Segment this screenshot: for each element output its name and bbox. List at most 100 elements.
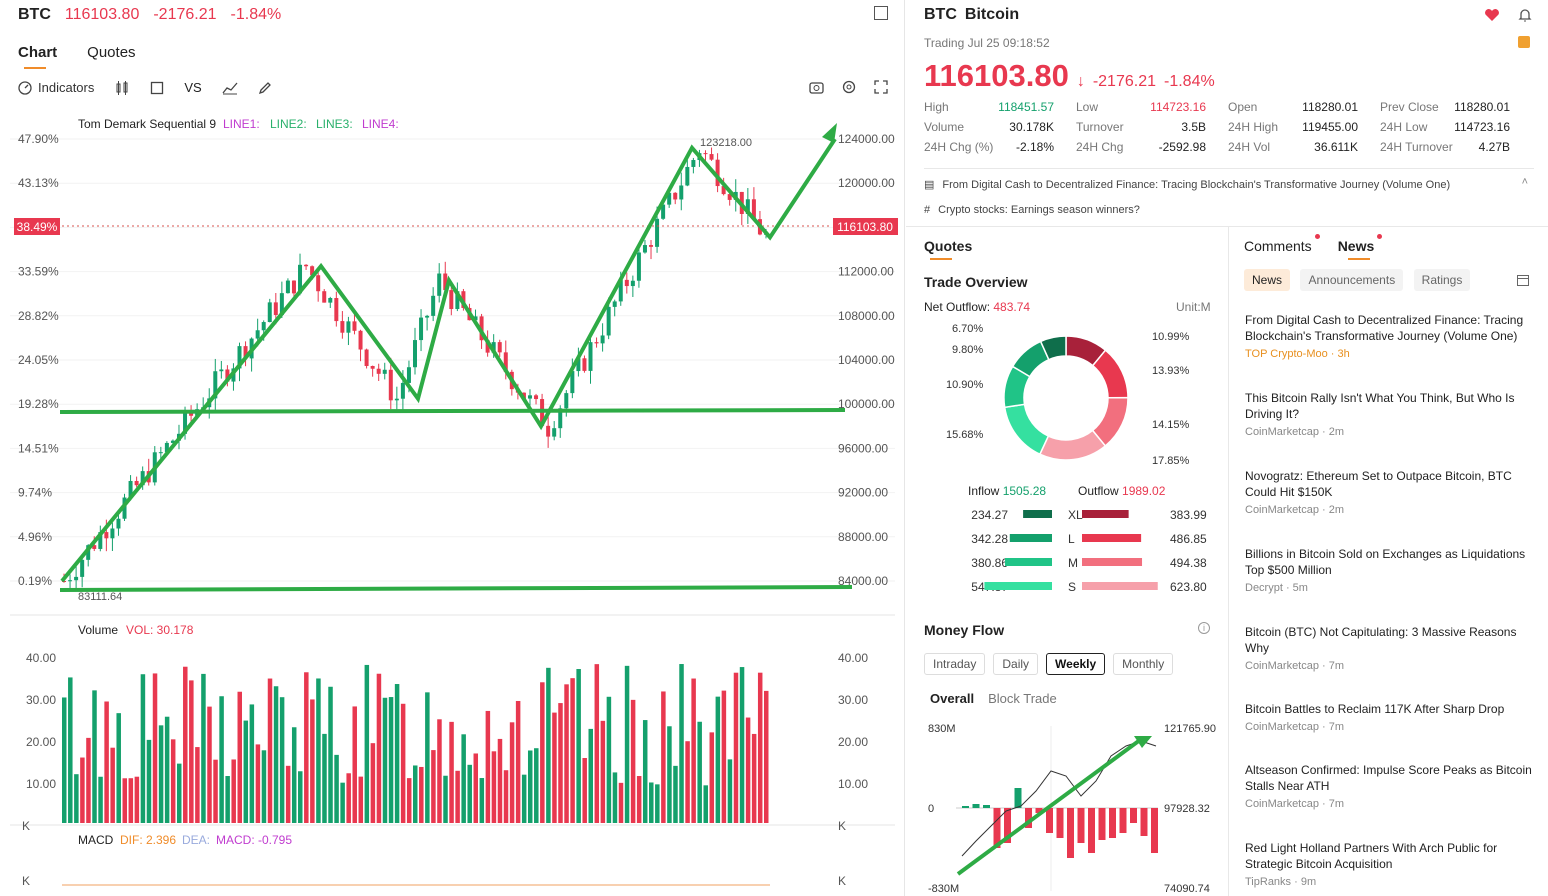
candle-body <box>661 204 666 219</box>
tab-comments[interactable]: Comments <box>1244 234 1320 254</box>
candle-body <box>449 290 454 310</box>
quotes-tab[interactable]: Quotes <box>924 238 973 254</box>
candle-body <box>298 264 303 294</box>
news-title[interactable]: Altseason Confirmed: Impulse Score Peaks… <box>1245 763 1532 793</box>
notice-1-text: From Digital Cash to Decentralized Finan… <box>942 178 1451 191</box>
line4-label: LINE4: <box>362 117 399 131</box>
trend-arrow-head <box>822 123 837 143</box>
candle-body <box>485 340 490 353</box>
stat-key: 24H Chg <box>1076 140 1124 154</box>
news-item[interactable]: This Bitcoin Rally Isn't What You Think,… <box>1245 390 1535 440</box>
indicator-title: Tom Demark Sequential 9 <box>78 117 216 131</box>
indicators-button[interactable]: Indicators <box>18 80 94 95</box>
volume-bar <box>667 726 672 823</box>
donut-segment <box>1038 429 1107 461</box>
candle-body <box>431 295 436 316</box>
settings-icon[interactable] <box>842 80 856 94</box>
tab-overall[interactable]: Overall <box>930 691 975 706</box>
volume-bar <box>600 720 606 823</box>
compare-chart-icon[interactable] <box>222 81 238 95</box>
money-flow-bar <box>1098 808 1106 840</box>
left-axis-label: 47.90% <box>18 132 59 146</box>
volume-bar <box>273 686 279 823</box>
candlestick-icon[interactable] <box>114 80 130 95</box>
volume-bar <box>461 734 466 823</box>
volume-bar <box>322 733 327 823</box>
tab-quotes[interactable]: Quotes <box>87 44 136 61</box>
expand-panel-icon[interactable] <box>874 6 888 20</box>
macd-title: MACD <box>78 833 114 847</box>
money-flow-bar <box>993 808 1001 848</box>
outflow-bar <box>1082 510 1129 518</box>
candle-body <box>558 408 563 429</box>
news-item[interactable]: Billions in Bitcoin Sold on Exchanges as… <box>1245 546 1535 596</box>
right-axis-label: 124000.00 <box>838 132 895 146</box>
volume-bar <box>146 739 152 823</box>
volume-bar <box>558 703 563 823</box>
volume-bar <box>757 672 763 823</box>
news-title[interactable]: Billions in Bitcoin Sold on Exchanges as… <box>1245 547 1526 577</box>
news-title[interactable]: This Bitcoin Rally Isn't What You Think,… <box>1245 391 1515 421</box>
candle-body <box>328 298 333 303</box>
news-item[interactable]: Altseason Confirmed: Impulse Score Peaks… <box>1245 762 1535 812</box>
notice-2[interactable]: # Crypto stocks: Earnings season winners… <box>924 204 1140 216</box>
news-item[interactable]: Bitcoin Battles to Reclaim 117K After Sh… <box>1245 701 1535 735</box>
news-title[interactable]: From Digital Cash to Decentralized Finan… <box>1245 313 1524 343</box>
current-pct-tag <box>14 218 60 235</box>
stat-key: High <box>924 100 949 114</box>
stat-item: 24H Chg (%) -2.18% <box>924 140 1076 154</box>
chart-toolbar: Indicators VS <box>18 80 272 95</box>
chart-tabs: Chart Quotes <box>18 44 136 69</box>
tab-news[interactable]: News <box>1338 234 1383 254</box>
vs-button[interactable]: VS <box>184 80 202 95</box>
candle-body <box>685 166 690 186</box>
size-label: S <box>1068 580 1076 594</box>
subtab-announcements[interactable]: Announcements <box>1300 269 1404 291</box>
info-icon[interactable]: i <box>1198 622 1210 634</box>
camera-icon[interactable] <box>809 80 824 94</box>
rectangle-icon[interactable] <box>150 81 164 95</box>
calendar-icon[interactable] <box>1516 273 1530 287</box>
tab-chart[interactable]: Chart <box>18 44 58 69</box>
draw-pen-icon[interactable] <box>258 81 272 95</box>
candle-body <box>534 395 539 400</box>
candle-body <box>304 264 309 267</box>
subtab-news[interactable]: News <box>1244 269 1291 291</box>
volume-bar <box>552 712 557 823</box>
heart-icon[interactable] <box>1484 8 1500 22</box>
period-monthly[interactable]: Monthly <box>1113 653 1174 675</box>
notice-1[interactable]: ▤ From Digital Cash to Decentralized Fin… <box>924 178 1451 192</box>
stat-value: -2592.98 <box>1158 140 1206 154</box>
stat-item: Prev Close 118280.01 <box>1380 100 1532 114</box>
outflow-row-value: 494.38 <box>1170 556 1207 570</box>
trade-overview-title: Trade Overview <box>924 274 1028 290</box>
fullscreen-icon[interactable] <box>874 80 888 94</box>
volume-bar <box>449 721 454 823</box>
period-intraday[interactable]: Intraday <box>924 653 986 675</box>
money-flow-bar <box>972 804 980 808</box>
news-title[interactable]: Red Light Holland Partners With Arch Pub… <box>1245 841 1498 871</box>
candle-body <box>104 532 109 539</box>
volume-bar <box>624 665 630 823</box>
subtab-ratings[interactable]: Ratings <box>1413 269 1471 291</box>
tab-block-trade[interactable]: Block Trade <box>988 691 1057 706</box>
news-item[interactable]: Novogratz: Ethereum Set to Outpace Bitco… <box>1245 468 1535 518</box>
left-axis-label: 19.28% <box>18 397 59 411</box>
news-item[interactable]: Red Light Holland Partners With Arch Pub… <box>1245 840 1535 890</box>
collapse-icon[interactable]: ˄ <box>1521 176 1528 188</box>
news-item[interactable]: Bitcoin (BTC) Not Capitulating: 3 Massiv… <box>1245 624 1535 674</box>
candle-body <box>98 532 103 549</box>
macd-dea: DEA: <box>182 833 210 847</box>
period-daily[interactable]: Daily <box>993 653 1039 675</box>
flow-tabs: Overall Block Trade <box>930 691 1057 706</box>
news-item[interactable]: From Digital Cash to Decentralized Finan… <box>1245 312 1535 362</box>
candle-body <box>546 425 551 437</box>
period-weekly[interactable]: Weekly <box>1046 653 1106 675</box>
volume-bar <box>479 778 485 823</box>
bell-icon[interactable] <box>1518 7 1532 22</box>
price-chart[interactable]: 47.90% 43.13% 33.59% 28.82% 24.05% 19.28% 14.5… <box>0 105 904 895</box>
news-title[interactable]: Bitcoin Battles to Reclaim 117K After Sh… <box>1245 702 1505 716</box>
news-title[interactable]: Bitcoin (BTC) Not Capitulating: 3 Massiv… <box>1245 625 1517 655</box>
news-title[interactable]: Novogratz: Ethereum Set to Outpace Bitco… <box>1245 469 1512 499</box>
stat-value: 30.178K <box>1009 120 1054 134</box>
